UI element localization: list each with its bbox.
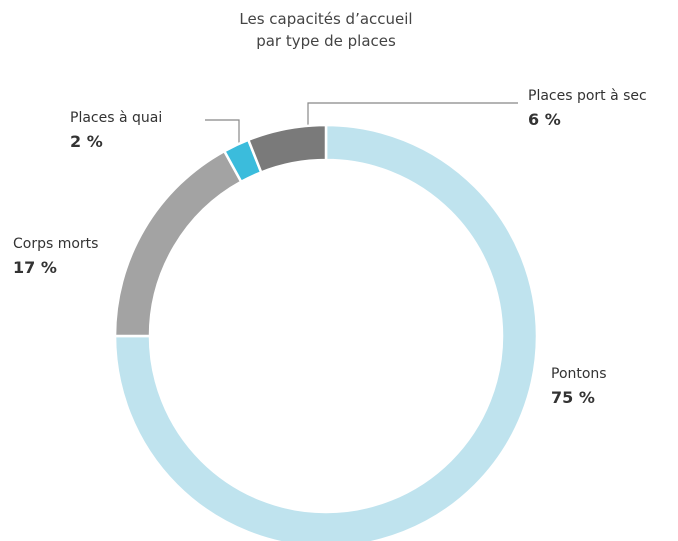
leader-line (307, 102, 518, 126)
donut-segment (113, 149, 243, 338)
leader-line (205, 119, 240, 143)
segment-label: Places à quai (70, 110, 162, 126)
value-label: 6 % (528, 110, 561, 129)
value-label: 2 % (70, 132, 103, 151)
donut-segment (246, 123, 328, 174)
value-label: 75 % (551, 388, 595, 407)
donut-segment (113, 123, 539, 541)
chart-title: Les capacités d’accueil (239, 10, 412, 28)
chart-title: par type de places (256, 32, 396, 50)
value-label: 17 % (13, 258, 57, 277)
segment-label: Pontons (551, 366, 607, 382)
segment-label: Places port à sec (528, 88, 647, 104)
segment-label: Corps morts (13, 236, 98, 252)
